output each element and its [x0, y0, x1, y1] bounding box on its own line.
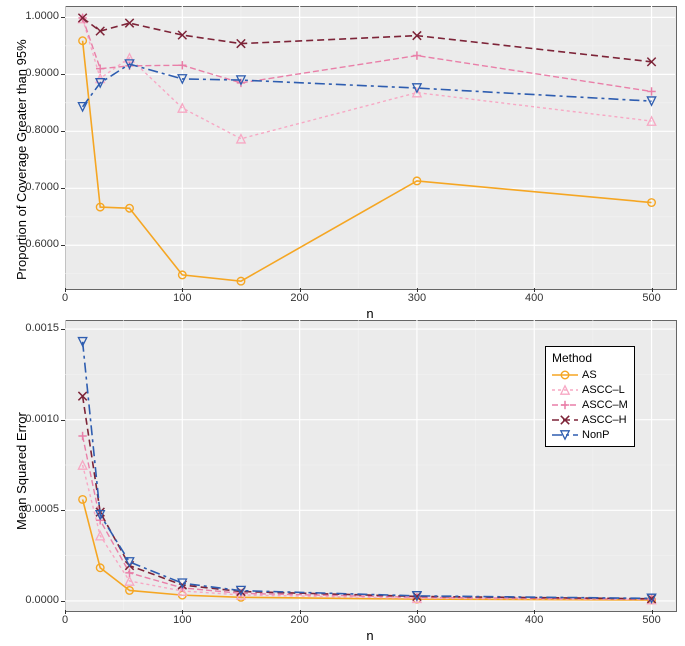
legend-label: AS [582, 369, 597, 381]
series-ASCC_M [83, 436, 652, 599]
top-x-tick-label: 100 [162, 292, 202, 304]
legend: Method AS ASCC–L ASCC–M ASCC–H NonP [545, 346, 635, 447]
top-x-axis-title: n [65, 306, 675, 321]
top-x-tick-label: 0 [45, 292, 85, 304]
bottom-x-tick-label: 100 [162, 614, 202, 626]
top-y-tick-label: 0.9000 [15, 67, 59, 79]
series-ASCC_L [83, 465, 652, 599]
bottom-x-axis-title: n [65, 628, 675, 643]
top-x-tick-label: 300 [397, 292, 437, 304]
legend-item-ASCC_M: ASCC–M [552, 397, 628, 412]
chart-container: Proportion of Coverage Greater than 95% … [0, 0, 685, 646]
series-ASCC_M [83, 18, 652, 91]
top-y-tick-label: 0.7000 [15, 181, 59, 193]
bottom-y-tick-label: 0.0000 [15, 594, 59, 606]
bottom-x-tick-label: 400 [514, 614, 554, 626]
bottom-y-tick-label: 0.0005 [15, 503, 59, 515]
top-x-tick-label: 500 [632, 292, 672, 304]
bottom-x-tick-label: 300 [397, 614, 437, 626]
legend-label: ASCC–L [582, 384, 625, 396]
legend-label: ASCC–H [582, 414, 627, 426]
bottom-y-tick-label: 0.0015 [15, 322, 59, 334]
bottom-x-tick-label: 500 [632, 614, 672, 626]
legend-item-ASCC_H: ASCC–H [552, 412, 628, 427]
legend-item-ASCC_L: ASCC–L [552, 382, 628, 397]
series-AS [83, 499, 652, 600]
top-x-tick-label: 400 [514, 292, 554, 304]
bottom-x-tick-label: 200 [280, 614, 320, 626]
top-x-tick-label: 200 [280, 292, 320, 304]
series-ASCC_H [83, 18, 652, 62]
bottom-x-tick-label: 0 [45, 614, 85, 626]
series-NonP [83, 64, 652, 107]
top-y-tick-label: 1.0000 [15, 10, 59, 22]
legend-item-NonP: NonP [552, 427, 628, 442]
legend-title: Method [552, 351, 628, 365]
top-y-tick-label: 0.8000 [15, 124, 59, 136]
legend-item-AS: AS [552, 367, 628, 382]
top-plot-svg [65, 6, 675, 288]
top-y-tick-label: 0.6000 [15, 238, 59, 250]
legend-label: ASCC–M [582, 399, 628, 411]
bottom-y-tick-label: 0.0010 [15, 413, 59, 425]
legend-label: NonP [582, 429, 610, 441]
